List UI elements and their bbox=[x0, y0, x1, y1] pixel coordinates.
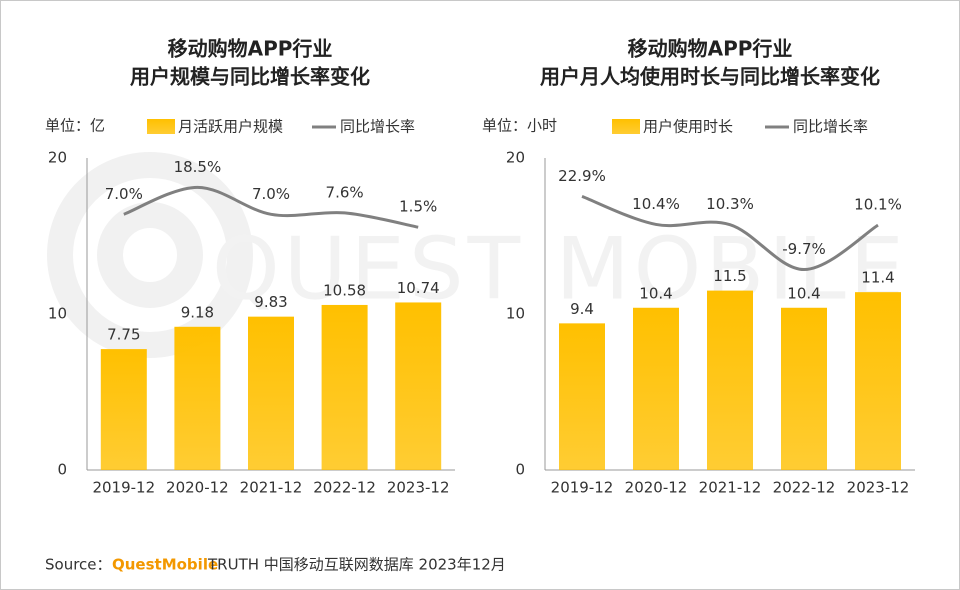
chart-title: 用户规模与同比增长率变化 bbox=[130, 65, 370, 89]
y-tick-label: 10 bbox=[506, 305, 525, 323]
line-value-label: -9.7% bbox=[782, 240, 826, 258]
bar-value-label: 10.4 bbox=[787, 284, 820, 302]
legend-swatch bbox=[612, 119, 640, 134]
source-text: TRUTH 中国移动互联网数据库 2023年12月 bbox=[207, 556, 506, 574]
line-value-label: 18.5% bbox=[174, 158, 222, 176]
legend-swatch bbox=[147, 119, 175, 134]
x-tick-label: 2020-12 bbox=[166, 479, 229, 497]
bar-value-label: 10.4 bbox=[639, 284, 672, 302]
bar bbox=[633, 307, 679, 470]
y-tick-label: 10 bbox=[48, 305, 67, 323]
bar bbox=[707, 290, 753, 470]
source-label: Source： bbox=[45, 556, 112, 574]
x-tick-label: 2021-12 bbox=[699, 479, 762, 497]
line-value-label: 10.3% bbox=[706, 195, 754, 213]
watermark-logo bbox=[47, 152, 253, 358]
x-tick-label: 2022-12 bbox=[313, 479, 376, 497]
x-tick-label: 2023-12 bbox=[387, 479, 450, 497]
bar bbox=[395, 302, 442, 470]
x-tick-label: 2019-12 bbox=[92, 479, 155, 497]
growth-line bbox=[123, 185, 419, 229]
x-tick-label: 2020-12 bbox=[625, 479, 688, 497]
line-value-label: 22.9% bbox=[558, 167, 606, 185]
bar-value-label: 10.74 bbox=[397, 279, 440, 297]
bar-value-label: 7.75 bbox=[107, 326, 140, 344]
unit-label: 单位：亿 bbox=[45, 117, 105, 135]
y-tick-label: 0 bbox=[57, 461, 67, 479]
source-brand: QuestMobile bbox=[112, 556, 218, 574]
unit-label: 单位：小时 bbox=[482, 117, 557, 135]
line-value-label: 1.5% bbox=[399, 198, 437, 216]
bar-value-label: 9.18 bbox=[181, 303, 214, 321]
growth-line bbox=[581, 194, 879, 272]
bar bbox=[321, 304, 368, 470]
line-value-label: 10.1% bbox=[854, 196, 902, 214]
x-tick-label: 2019-12 bbox=[551, 479, 614, 497]
bar bbox=[174, 326, 221, 470]
bar-value-label: 10.58 bbox=[323, 281, 366, 299]
bar bbox=[100, 349, 147, 470]
bar-value-label: 9.4 bbox=[570, 300, 594, 318]
y-tick-label: 0 bbox=[515, 461, 525, 479]
bar-value-label: 9.83 bbox=[254, 293, 287, 311]
legend-label: 同比增长率 bbox=[340, 118, 415, 136]
x-tick-label: 2023-12 bbox=[847, 479, 910, 497]
line-value-label: 7.6% bbox=[326, 183, 364, 201]
y-tick-label: 20 bbox=[506, 149, 525, 167]
watermark: QUEST MOBILE bbox=[212, 219, 908, 319]
x-tick-label: 2022-12 bbox=[773, 479, 836, 497]
y-tick-label: 20 bbox=[48, 149, 67, 167]
chart-title: 移动购物APP行业 bbox=[168, 37, 333, 61]
legend-label: 同比增长率 bbox=[793, 118, 868, 136]
bar bbox=[559, 323, 605, 470]
bar-value-label: 11.5 bbox=[713, 267, 746, 285]
x-tick-label: 2021-12 bbox=[240, 479, 303, 497]
bar bbox=[781, 307, 827, 470]
bar bbox=[855, 292, 901, 470]
chart-title: 用户月人均使用时长与同比增长率变化 bbox=[540, 65, 880, 89]
bar bbox=[248, 316, 294, 470]
chart-title: 移动购物APP行业 bbox=[628, 37, 793, 61]
line-value-label: 10.4% bbox=[632, 195, 680, 213]
bar-value-label: 11.4 bbox=[861, 269, 894, 287]
line-value-label: 7.0% bbox=[105, 185, 143, 203]
legend-label: 用户使用时长 bbox=[643, 118, 733, 136]
legend-label: 月活跃用户规模 bbox=[178, 118, 283, 136]
line-value-label: 7.0% bbox=[252, 185, 290, 203]
